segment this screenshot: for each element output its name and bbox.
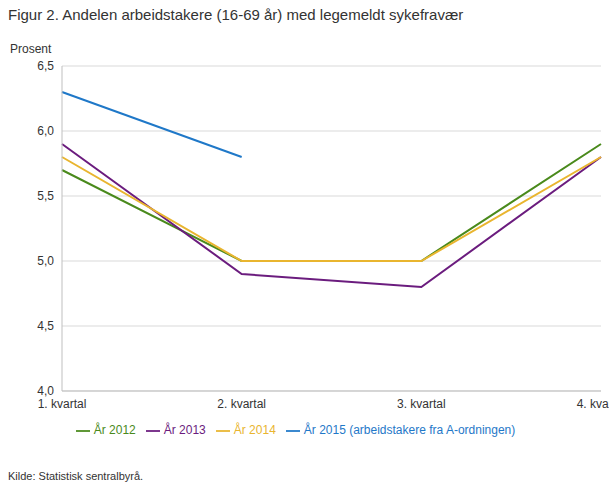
svg-text:4,5: 4,5 xyxy=(37,319,54,333)
html-text:Figur 2. Andelen arbeidstakere: Figur 2. Andelen arbeidstakere (16-69 år… xyxy=(8,6,464,23)
svg-text:5,5: 5,5 xyxy=(37,189,54,203)
html-text:År 2014: År 2014 xyxy=(233,423,276,437)
svg-text:6,5: 6,5 xyxy=(37,59,54,73)
svg-text:2. kvartal: 2. kvartal xyxy=(217,397,266,411)
svg-text:3. kvartal: 3. kvartal xyxy=(397,397,446,411)
html-text:År 2013: År 2013 xyxy=(163,423,206,437)
html-text:År 2012: År 2012 xyxy=(93,423,136,437)
svg-text:1. kvartal: 1. kvartal xyxy=(38,397,87,411)
svg-text:4. kvartal: 4. kvartal xyxy=(577,397,601,411)
svg-text:5,0: 5,0 xyxy=(37,254,54,268)
html-text:År 2015 (arbeidstakere fra A-o: År 2015 (arbeidstakere fra A-ordningen) xyxy=(303,423,516,437)
html-text:Prosent: Prosent xyxy=(10,42,52,56)
html-text:Kilde: Statistisk sentralbyrå.: Kilde: Statistisk sentralbyrå. xyxy=(8,470,144,482)
svg-text:4,0: 4,0 xyxy=(37,384,54,398)
svg-text:6,0: 6,0 xyxy=(37,124,54,138)
